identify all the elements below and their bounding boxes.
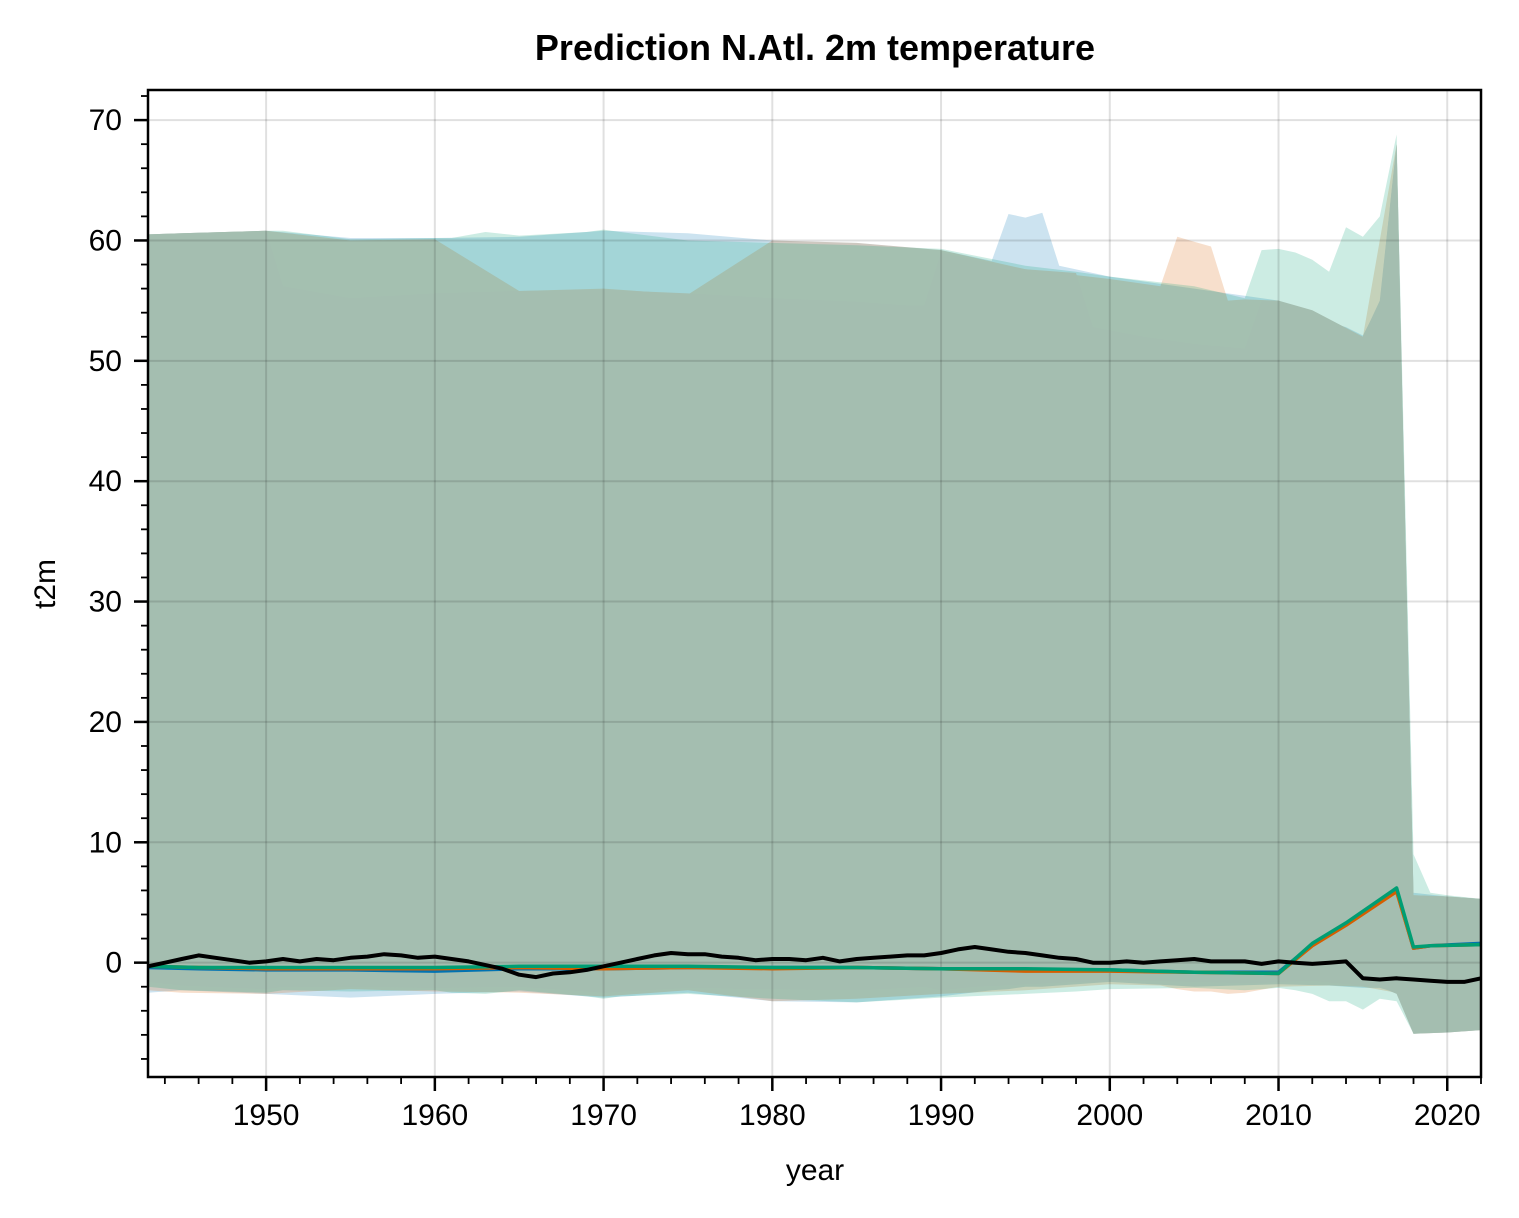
y-axis: 0 10 20 30 40 50 60 70 (89, 95, 148, 1060)
x-tick-label: 1990 (908, 1099, 975, 1132)
x-tick-label: 1950 (233, 1099, 300, 1132)
y-tick-label: 10 (89, 826, 122, 859)
y-tick-label: 60 (89, 224, 122, 257)
x-tick-label: 1970 (570, 1099, 637, 1132)
x-axis-label: year (786, 1154, 844, 1187)
plot-frame (146, 88, 1483, 1079)
y-tick-label: 70 (89, 104, 122, 137)
series-line-model-3-mean (148, 886, 1481, 976)
x-tick-label: 2020 (1414, 1099, 1481, 1132)
x-tick-label: 2000 (1076, 1099, 1143, 1132)
plot-area (148, 90, 1481, 1077)
grid-layer (148, 90, 1481, 1077)
series-line-observed (148, 945, 1481, 984)
y-tick-label: 50 (89, 345, 122, 378)
x-tick-label: 2010 (1245, 1099, 1312, 1132)
band-common-range (148, 144, 1481, 1034)
x-tick-label: 1980 (739, 1099, 806, 1132)
y-tick-label: 40 (89, 465, 122, 498)
chart-title: Prediction N.Atl. 2m temperature (535, 27, 1095, 68)
y-tick-label: 30 (89, 586, 122, 619)
y-axis-label: t2m (29, 559, 62, 609)
x-tick-label: 1960 (401, 1099, 468, 1132)
y-tick-label: 0 (105, 947, 122, 980)
lines-layer (148, 886, 1481, 984)
bands-layer (148, 134, 1481, 1034)
y-tick-label: 20 (89, 706, 122, 739)
x-axis: 1950 1960 1970 1980 1990 2000 2010 2020 (163, 1077, 1482, 1132)
